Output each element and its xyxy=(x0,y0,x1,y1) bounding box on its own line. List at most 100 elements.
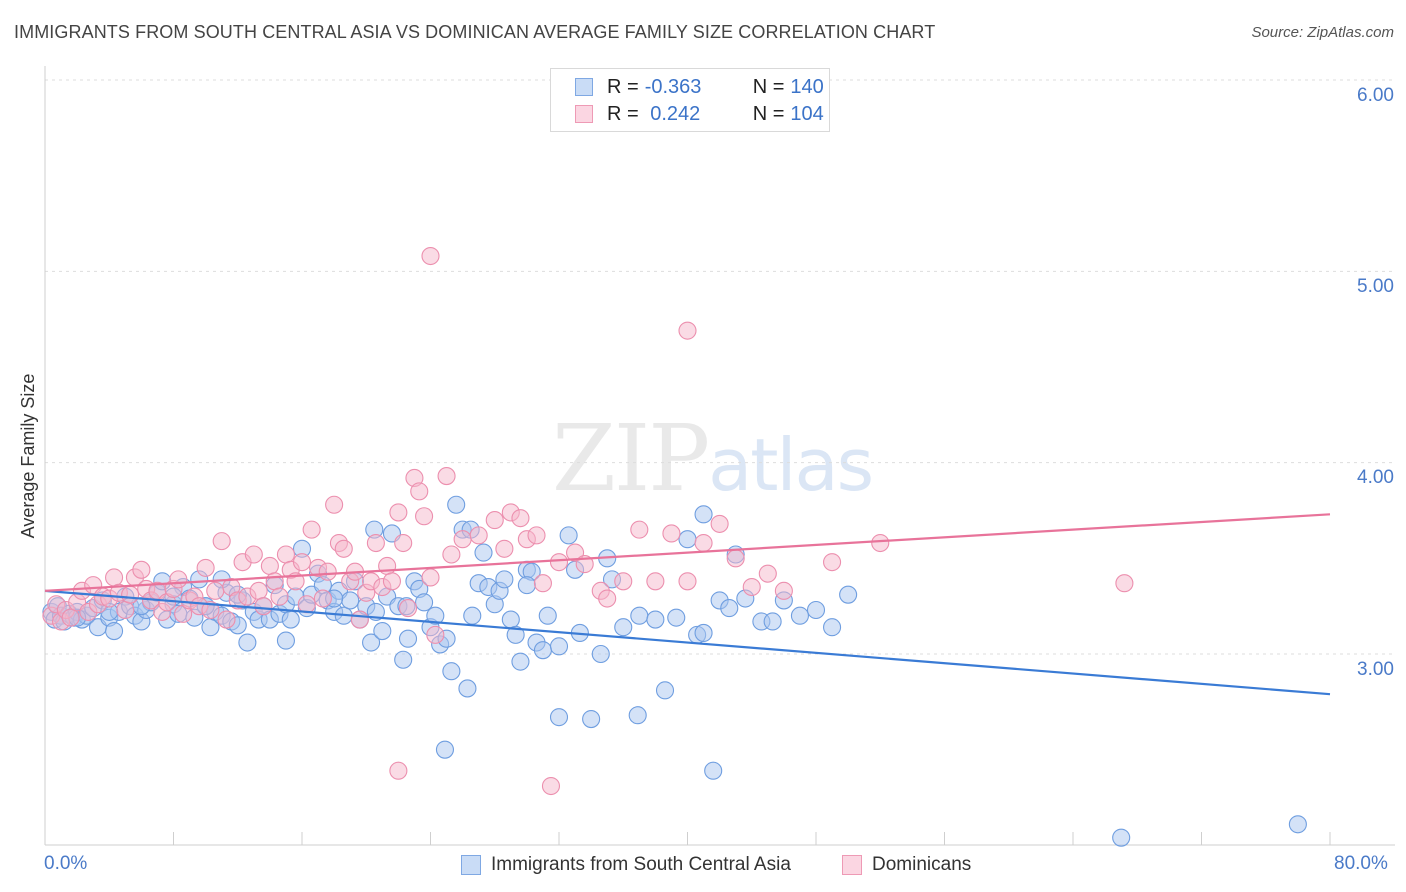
point-pink xyxy=(415,507,434,526)
point-pink xyxy=(549,553,569,572)
point-blue xyxy=(806,600,826,620)
point-pink xyxy=(265,572,284,591)
point-pink xyxy=(302,520,321,539)
point-pink xyxy=(169,570,188,589)
point-pink xyxy=(527,526,546,545)
point-blue xyxy=(426,606,445,625)
point-blue xyxy=(276,631,295,650)
point-pink xyxy=(313,589,332,608)
point-blue xyxy=(720,599,739,618)
point-blue xyxy=(614,618,633,637)
y-tick-label-6: 6.00 xyxy=(1357,85,1394,106)
point-blue xyxy=(549,708,569,727)
point-pink xyxy=(1115,574,1134,593)
legend-row-pink: R = 0.242 N = 104 xyxy=(575,102,824,126)
point-pink xyxy=(292,553,312,572)
y-tick-label-4: 4.00 xyxy=(1357,467,1394,488)
point-blue xyxy=(582,710,601,729)
legend-r-value-pink: 0.242 xyxy=(644,102,701,125)
point-pink xyxy=(196,558,215,577)
point-blue xyxy=(839,585,858,604)
legend-n-value-pink: 104 xyxy=(790,102,824,125)
legend-n-label: N = xyxy=(752,75,785,98)
point-blue xyxy=(341,591,360,610)
legend-n-label: N = xyxy=(752,102,785,125)
point-blue xyxy=(704,761,723,780)
point-pink xyxy=(132,560,151,579)
point-blue xyxy=(538,606,557,625)
point-blue xyxy=(694,623,713,643)
point-blue xyxy=(281,610,300,629)
point-blue xyxy=(790,606,809,625)
point-pink xyxy=(249,581,268,600)
stats-legend: R = -0.363 N = 140 R = 0.242 N = 104 xyxy=(550,68,830,132)
legend-r-label: R = xyxy=(607,102,639,125)
point-blue xyxy=(495,570,514,589)
point-pink xyxy=(206,581,225,600)
point-pink xyxy=(630,520,649,539)
point-blue xyxy=(506,625,525,644)
point-pink xyxy=(485,511,504,530)
bottom-legend-label-pink: Dominicans xyxy=(872,854,972,875)
chart-title: IMMIGRANTS FROM SOUTH CENTRAL ASIA VS DO… xyxy=(14,22,936,42)
point-blue xyxy=(511,652,530,671)
bottom-legend-swatch-pink xyxy=(842,855,862,875)
bottom-legend-swatch-blue xyxy=(461,855,481,875)
bottom-legend-label-blue: Immigrants from South Central Asia xyxy=(491,854,791,875)
point-pink xyxy=(646,572,665,591)
point-blue xyxy=(655,681,675,700)
point-blue xyxy=(628,706,647,725)
point-pink xyxy=(389,503,408,522)
legend-row-blue: R = -0.363 N = 140 xyxy=(575,75,824,99)
point-blue xyxy=(559,526,578,545)
point-pink xyxy=(318,562,337,581)
watermark-atlas: atlas xyxy=(708,423,874,507)
point-pink xyxy=(758,564,777,583)
point-pink xyxy=(421,246,440,266)
point-blue xyxy=(694,505,713,524)
legend-r-label: R = xyxy=(607,75,639,98)
point-blue xyxy=(823,618,842,637)
point-pink xyxy=(426,625,445,644)
point-pink xyxy=(61,608,80,627)
y-tick-label-3: 3.00 xyxy=(1357,659,1394,680)
point-pink xyxy=(116,600,135,620)
point-pink xyxy=(105,568,124,587)
source-label: Source: ZipAtlas.com xyxy=(1251,24,1394,41)
point-blue xyxy=(398,629,418,648)
point-blue xyxy=(678,530,697,549)
point-pink xyxy=(244,545,263,564)
point-pink xyxy=(394,533,413,553)
point-pink xyxy=(212,532,231,551)
point-pink xyxy=(823,553,842,572)
point-blue xyxy=(549,637,569,656)
point-pink xyxy=(437,467,456,486)
point-blue xyxy=(435,740,455,759)
point-pink xyxy=(276,545,295,564)
point-blue xyxy=(394,650,413,669)
point-pink xyxy=(742,577,761,597)
point-pink xyxy=(541,776,561,796)
trend-line-blue xyxy=(44,589,1331,696)
point-pink xyxy=(254,597,273,616)
watermark-zip: ZIP xyxy=(552,405,710,512)
point-blue xyxy=(442,662,461,681)
point-blue xyxy=(463,606,482,625)
point-blue xyxy=(517,576,536,595)
point-pink xyxy=(389,761,408,780)
watermark: ZIPatlas xyxy=(552,405,874,512)
point-blue xyxy=(630,606,649,625)
point-blue xyxy=(533,641,552,660)
point-blue xyxy=(763,612,782,631)
point-pink xyxy=(270,587,289,606)
point-pink xyxy=(614,572,633,591)
point-blue xyxy=(1288,815,1307,834)
y-tick-label-5: 5.00 xyxy=(1357,276,1394,297)
point-pink xyxy=(726,549,745,568)
point-pink xyxy=(710,514,729,533)
point-pink xyxy=(774,581,793,600)
point-pink xyxy=(469,526,488,545)
point-pink xyxy=(495,539,514,558)
point-blue xyxy=(646,610,665,629)
point-pink xyxy=(398,599,418,618)
